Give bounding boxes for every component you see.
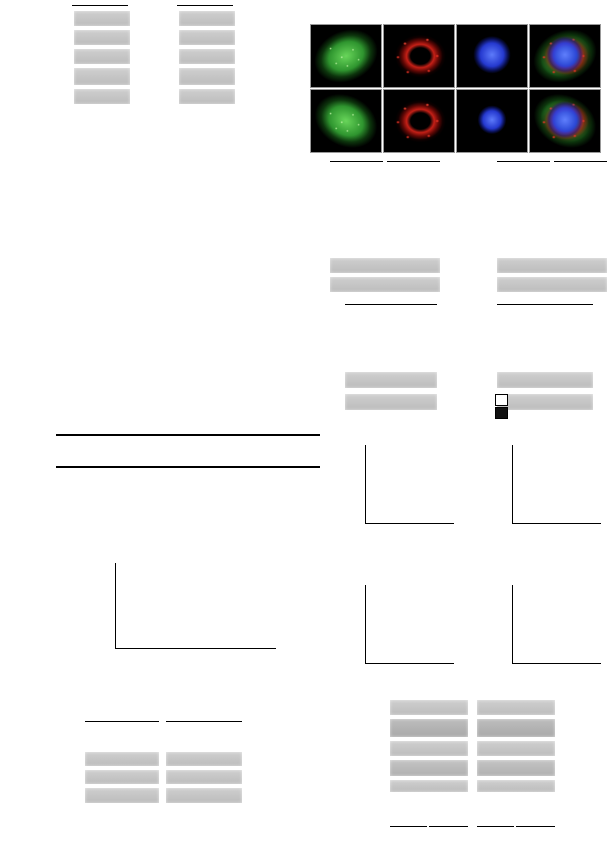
western-blot — [179, 11, 235, 26]
western-blot — [497, 394, 593, 410]
plot-area — [512, 585, 601, 664]
blot-group-cal27re — [28, 4, 130, 108]
western-blot — [390, 741, 468, 756]
western-blot — [497, 372, 593, 388]
lane-labels — [477, 794, 555, 824]
chart-mir5787 — [305, 428, 457, 588]
western-blot — [166, 788, 242, 803]
blot-group-title — [177, 4, 233, 6]
western-blot — [345, 372, 437, 388]
western-blot — [74, 11, 130, 26]
alignment-3mut — [14, 319, 68, 352]
overlay-image — [529, 89, 601, 153]
group-header — [497, 303, 593, 305]
western-blot — [497, 258, 607, 273]
western-blot — [74, 68, 130, 85]
ago2-swatch — [495, 407, 508, 419]
western-blot — [477, 700, 555, 715]
western-blot — [179, 68, 235, 85]
legend — [495, 394, 511, 420]
chart-mtco3 — [305, 568, 457, 728]
western-blot — [85, 752, 159, 766]
chart-mir5100 — [455, 428, 607, 588]
western-blot — [390, 719, 468, 737]
alignment-5mut — [14, 255, 68, 288]
group-header — [330, 160, 383, 162]
group-header — [477, 686, 555, 687]
blot-group-title — [72, 4, 128, 6]
western-blot — [477, 780, 555, 792]
panel-c — [0, 155, 260, 393]
group-header — [497, 160, 550, 162]
western-blot — [390, 760, 468, 776]
panel-d — [250, 155, 609, 300]
group-header — [390, 686, 468, 687]
si-group-label — [390, 826, 427, 828]
western-blot — [166, 752, 242, 766]
alignment-mut — [48, 494, 120, 527]
panel-b — [235, 0, 609, 155]
western-blot — [74, 89, 130, 104]
panel-h — [295, 390, 609, 712]
si-group-label — [477, 826, 514, 828]
panel-i — [0, 715, 255, 844]
western-blot — [477, 719, 555, 737]
western-blot — [85, 770, 159, 784]
lane-labels — [343, 316, 437, 368]
igg-swatch — [495, 394, 508, 406]
lane-labels — [495, 174, 607, 254]
si-group-label — [429, 826, 468, 828]
group-header — [166, 720, 242, 722]
western-blot — [497, 277, 607, 292]
western-blot — [390, 700, 468, 715]
lane-labels — [328, 174, 440, 254]
western-blot — [179, 89, 235, 104]
lane-labels — [390, 794, 468, 824]
overlay-image — [529, 24, 601, 88]
western-blot — [74, 30, 130, 45]
dapi-image — [456, 89, 528, 153]
western-blot — [85, 788, 159, 803]
ago2-image — [310, 24, 382, 88]
lane-labels — [495, 316, 593, 368]
western-blot — [166, 770, 242, 784]
plot-area — [115, 563, 276, 649]
western-blot — [477, 760, 555, 776]
western-blot — [74, 49, 130, 64]
dapi-image — [456, 24, 528, 88]
plot-area — [512, 445, 601, 524]
group-header — [85, 720, 159, 722]
western-blot — [179, 30, 235, 45]
group-header — [554, 160, 607, 162]
group-header — [345, 303, 437, 305]
western-blot — [390, 780, 468, 792]
western-blot — [330, 258, 440, 273]
construct-mut — [30, 460, 320, 476]
panel-g — [25, 545, 303, 735]
si-group-label — [516, 826, 555, 828]
western-blot — [330, 277, 440, 292]
western-blot — [179, 49, 235, 64]
panel-e — [250, 300, 609, 435]
blot-group-cal27 — [133, 4, 235, 108]
panel-j — [290, 680, 609, 844]
panel-f — [0, 398, 350, 550]
plot-area — [365, 585, 454, 664]
mito-image — [383, 89, 455, 153]
chart-mtnd5 — [455, 568, 607, 728]
ago2-image — [310, 89, 382, 153]
western-blot — [477, 741, 555, 756]
western-blot — [345, 394, 437, 410]
construct-wt — [30, 428, 320, 444]
plot-area — [365, 445, 454, 524]
group-header — [387, 160, 440, 162]
mito-image — [383, 24, 455, 88]
panel-a — [0, 0, 235, 155]
alignment-wt — [14, 169, 244, 206]
